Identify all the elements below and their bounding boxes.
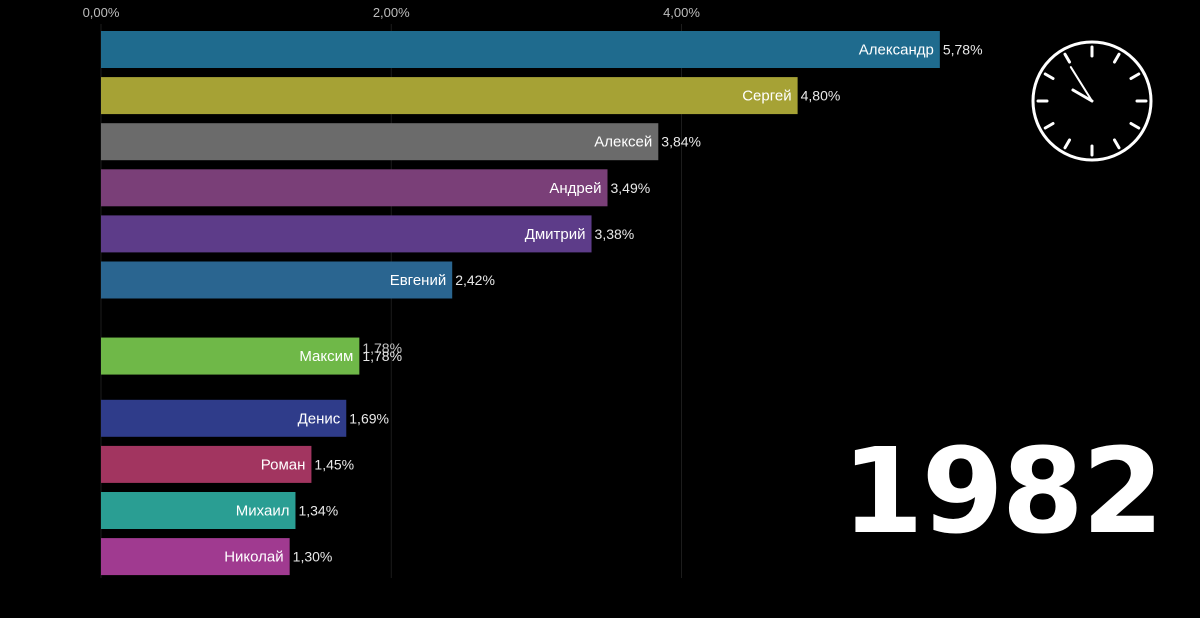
clock-tick-5 bbox=[1113, 138, 1121, 150]
bar-2-value-label: 4,80% bbox=[801, 88, 841, 104]
clock-tick-1 bbox=[1113, 52, 1121, 64]
bar-6-rect bbox=[101, 261, 453, 299]
x-tick-label-1: 2,00% bbox=[373, 5, 410, 20]
bar-11-category-label: Михаил bbox=[236, 503, 290, 520]
clock-tick-8 bbox=[1043, 122, 1055, 130]
bar-12-category-label: Николай bbox=[224, 549, 283, 566]
bar-2-category-label: Сергей bbox=[742, 88, 791, 105]
bar-8-category-label: Максим bbox=[299, 348, 353, 365]
bar-4-value-label: 3,49% bbox=[610, 180, 650, 196]
bar-3-rect bbox=[101, 123, 659, 161]
bar-12-rect bbox=[101, 538, 290, 576]
clock-tick-11 bbox=[1063, 52, 1071, 64]
clock-minute-hand bbox=[1069, 66, 1093, 102]
bar-10-category-label: Роман bbox=[261, 456, 306, 473]
bar-8-rect bbox=[101, 337, 360, 375]
bar-6-category-label: Евгений bbox=[390, 272, 447, 289]
bar-1-category-label: Александр bbox=[859, 42, 934, 59]
bar-2-rect bbox=[101, 77, 798, 115]
bar-1-rect bbox=[101, 31, 940, 68]
bar-7-value-label: 1,78% bbox=[362, 340, 402, 356]
bar-9-value-label: 1,69% bbox=[349, 410, 389, 426]
clock-tick-4 bbox=[1129, 122, 1141, 130]
bar-4-category-label: Андрей bbox=[549, 180, 601, 197]
clock-tick-10 bbox=[1043, 72, 1055, 80]
bar-10-rect bbox=[101, 445, 312, 483]
bar-3-category-label: Алексей bbox=[594, 134, 652, 151]
year-label: 1982 bbox=[841, 422, 1164, 560]
bar-12-value-label: 1,30% bbox=[293, 549, 333, 565]
clock-tick-2 bbox=[1129, 72, 1141, 80]
bar-6-value-label: 2,42% bbox=[455, 272, 495, 288]
bar-5-value-label: 3,38% bbox=[595, 226, 635, 242]
bar-5-rect bbox=[101, 215, 592, 253]
bar-10-value-label: 1,45% bbox=[314, 456, 354, 472]
bar-1-value-label: 5,78% bbox=[943, 42, 983, 58]
x-tick-label-2: 4,00% bbox=[663, 5, 700, 20]
clock-tick-7 bbox=[1063, 138, 1071, 150]
bar-3-value-label: 3,84% bbox=[661, 134, 701, 150]
bar-11-value-label: 1,34% bbox=[298, 503, 338, 519]
bar-5-category-label: Дмитрий bbox=[525, 226, 586, 243]
bar-11-rect bbox=[101, 492, 296, 529]
bar-4-rect bbox=[101, 169, 608, 207]
bar-8-value-label: 1,78% bbox=[362, 348, 402, 364]
bar-9-rect bbox=[101, 399, 347, 437]
x-tick-label-0: 0,00% bbox=[83, 5, 120, 20]
bar-9-category-label: Денис bbox=[298, 410, 341, 427]
clock-hour-hand bbox=[1071, 88, 1094, 103]
